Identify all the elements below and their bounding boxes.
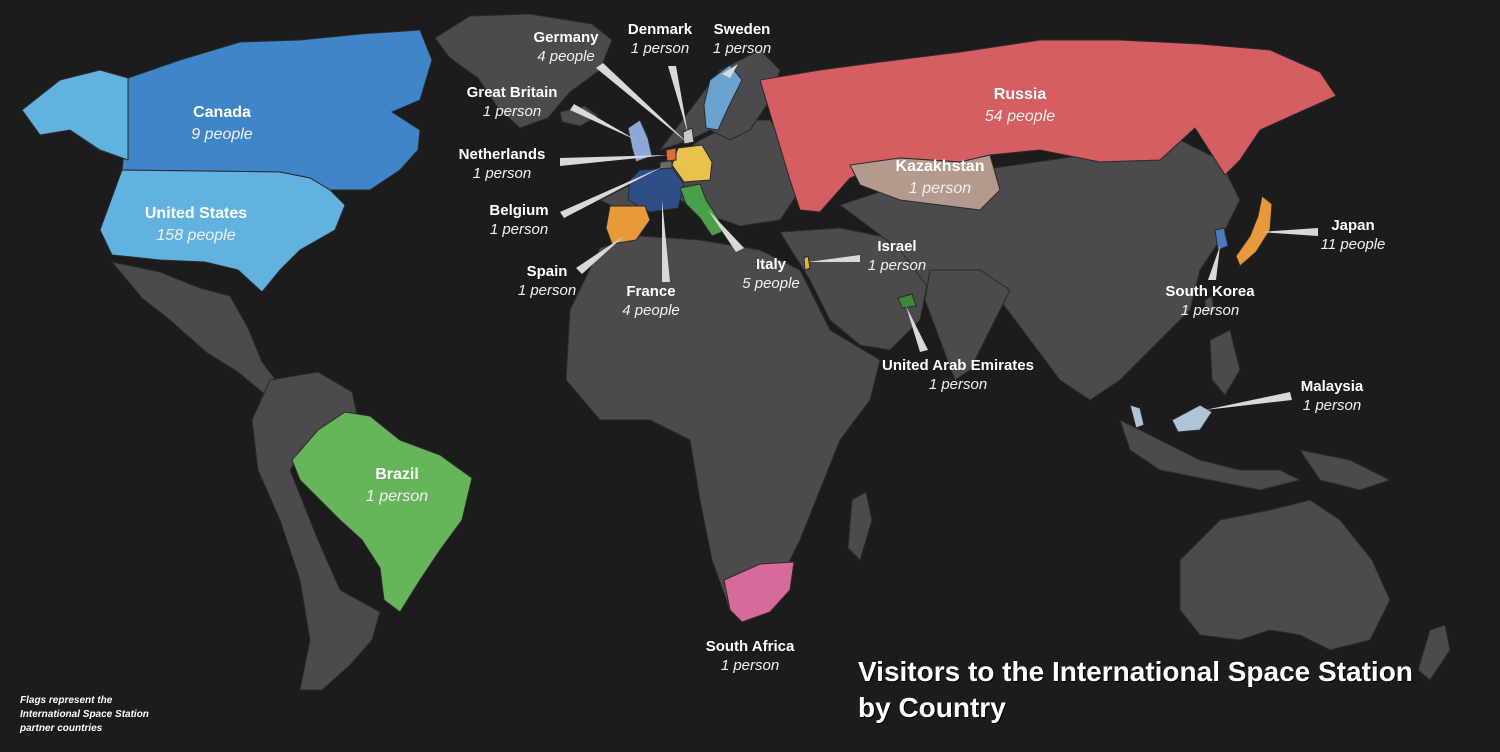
denmark-shape (682, 127, 695, 145)
greenland-shape (434, 13, 613, 129)
sweden-pointer (722, 64, 738, 78)
map-title-line-1: Visitors to the International Space Stat… (858, 656, 1413, 687)
papua-shape (1298, 449, 1392, 491)
israel-pointer (808, 255, 860, 262)
france-pointer (662, 200, 670, 282)
brazil-shape (291, 411, 473, 613)
malaysia-shape (1129, 404, 1213, 433)
great-britain-pointer (570, 104, 636, 140)
africa-shape (565, 235, 881, 611)
taiwan-shape (1204, 295, 1215, 315)
uae-shape (897, 293, 917, 309)
netherlands-pointer (560, 155, 668, 166)
japan-pointer (1260, 228, 1318, 236)
footnote-line-1: Flags represent the (20, 695, 113, 706)
kazakhstan-shape (849, 154, 1001, 211)
map-title-line-2: by Country (858, 692, 1006, 723)
uae-pointer (906, 306, 928, 352)
japan-shape (1235, 195, 1273, 267)
canada-shape (121, 29, 433, 191)
sweden-shape (703, 64, 743, 131)
iceland-shape (559, 105, 599, 127)
madagascar-shape (847, 491, 873, 561)
south-korea-shape (1214, 227, 1229, 251)
footnote: Flags represent the International Space … (20, 694, 220, 736)
south-korea-pointer (1208, 246, 1220, 280)
spain-pointer (576, 236, 624, 274)
footnote-line-2: International Space Station (20, 709, 149, 720)
south-africa-shape (723, 561, 795, 623)
label-pointers (560, 63, 1318, 410)
indonesia-shape (1119, 419, 1302, 491)
italy-pointer (708, 210, 744, 252)
russia-shape (759, 39, 1337, 213)
alaska-us-shape (21, 69, 129, 161)
israel-shape (803, 255, 811, 271)
germany-pointer (596, 63, 690, 145)
denmark-pointer (668, 66, 688, 134)
netherlands-shape (665, 147, 677, 162)
australia-shape (1179, 499, 1391, 651)
india-shape (924, 269, 1011, 381)
philippines-shape (1209, 329, 1241, 396)
new-zealand-shape (1417, 624, 1451, 681)
malaysia-pointer (1205, 392, 1292, 410)
map-title: Visitors to the International Space Stat… (858, 654, 1478, 726)
belgium-pointer (560, 166, 664, 218)
footnote-line-3: partner countries (20, 723, 103, 734)
italy-shape (679, 183, 723, 237)
middle-east-shape (779, 227, 931, 351)
spain-shape (605, 205, 651, 245)
united-states-shape (99, 169, 346, 293)
